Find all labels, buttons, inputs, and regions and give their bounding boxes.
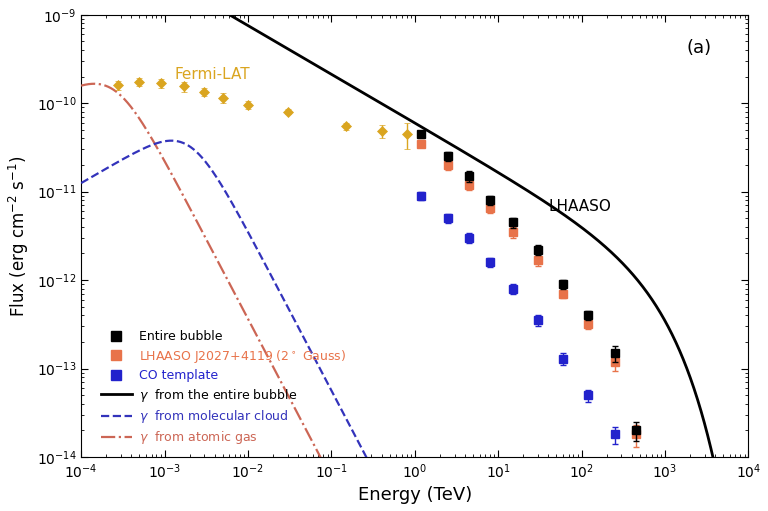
Text: (a): (a) bbox=[687, 39, 712, 57]
Legend: Entire bubble, LHAASO J2027+4119 (2$^\circ$ Gauss), CO template, $\gamma$  from : Entire bubble, LHAASO J2027+4119 (2$^\ci… bbox=[101, 331, 346, 447]
Text: LHAASO: LHAASO bbox=[548, 199, 611, 214]
X-axis label: Energy (TeV): Energy (TeV) bbox=[358, 486, 472, 504]
Text: Fermi-LAT: Fermi-LAT bbox=[174, 66, 250, 82]
Y-axis label: Flux (erg cm$^{-2}$ s$^{-1}$): Flux (erg cm$^{-2}$ s$^{-1}$) bbox=[7, 155, 31, 316]
